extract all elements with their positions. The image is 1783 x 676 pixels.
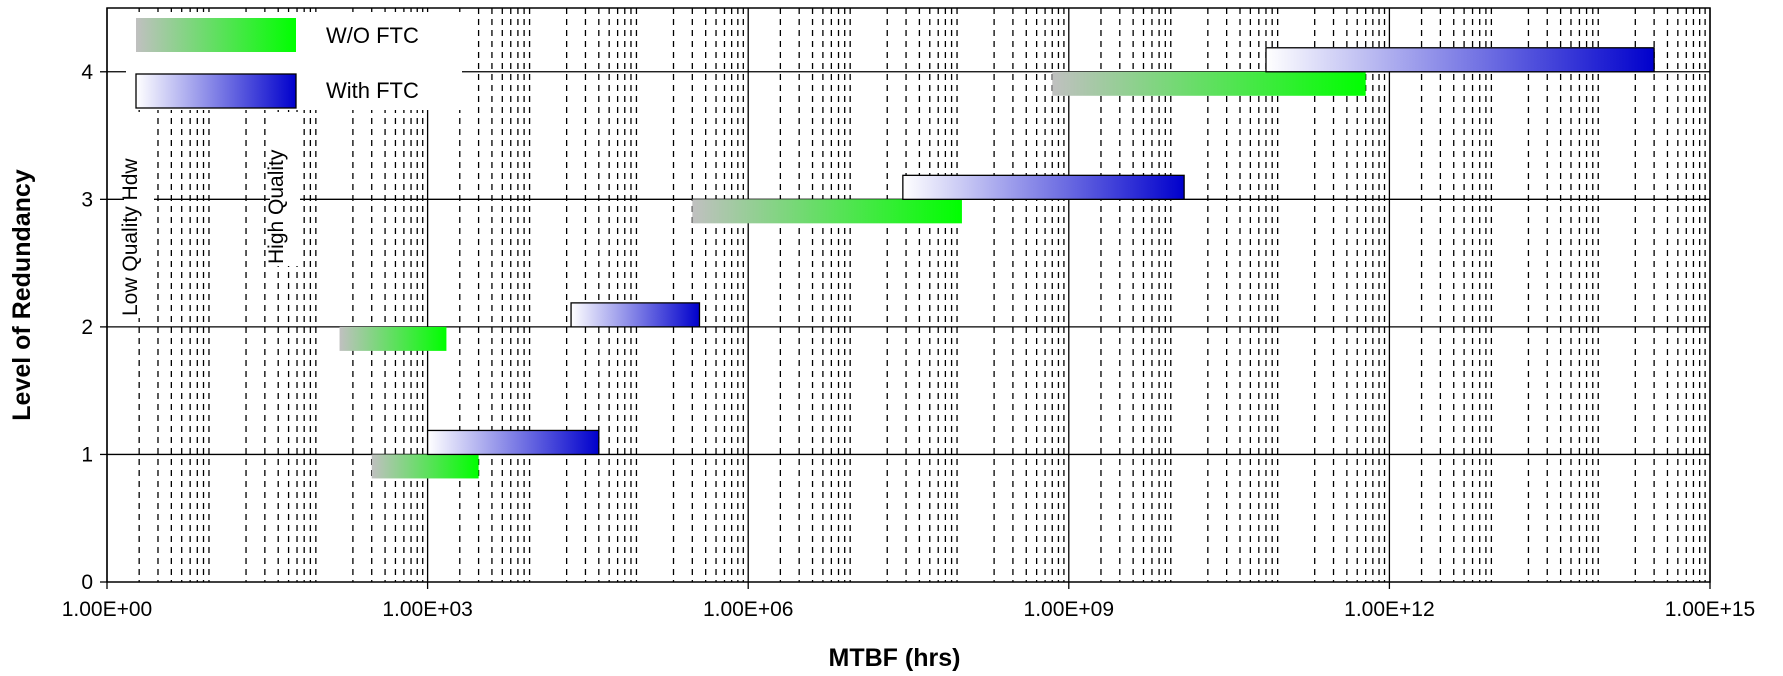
x-tick-label: 1.00E+06 — [703, 598, 794, 621]
bar-with-ftc — [1265, 47, 1655, 73]
x-axis-title: MTBF (hrs) — [829, 644, 961, 672]
bar-wo-ftc — [1052, 71, 1366, 96]
annotations: Low Quality Hdw High Quality — [119, 112, 300, 318]
legend-label-with-ftc: With FTC — [326, 78, 419, 103]
annotation-background — [270, 112, 300, 266]
annotation-background — [124, 112, 154, 318]
annotation-low-quality: Low Quality Hdw — [119, 158, 142, 316]
bar-wo-ftc — [371, 454, 479, 479]
axes: 0 1 2 3 4 1.00E+00 1.00E+03 1.00E+06 1.00E+09 1.0… — [8, 7, 1756, 672]
legend-swatch-wo-ftc — [136, 18, 296, 52]
legend-swatch-with-ftc — [135, 73, 297, 109]
y-axis-title: Level of Redundancy — [8, 169, 36, 421]
plot-frame — [106, 7, 1711, 583]
bar-with-ftc — [570, 302, 701, 328]
x-tick-label: 1.00E+03 — [382, 598, 473, 621]
bar-with-ftc — [426, 429, 600, 456]
y-tick-label: 1 — [81, 443, 93, 466]
bars — [339, 47, 1655, 479]
y-tick-label: 0 — [81, 571, 93, 594]
legend: W/O FTC With FTC — [126, 12, 462, 110]
annotation-high-quality: High Quality — [265, 149, 288, 264]
legend-label-wo-ftc: W/O FTC — [326, 23, 419, 48]
y-tick-label: 2 — [81, 316, 93, 339]
bar-wo-ftc — [692, 199, 962, 224]
x-tick-label: 1.00E+00 — [62, 598, 153, 621]
bar-wo-ftc — [339, 326, 447, 351]
x-tick-label: 1.00E+09 — [1024, 598, 1115, 621]
y-tick-label: 4 — [81, 61, 93, 84]
x-tick-label: 1.00E+12 — [1344, 598, 1435, 621]
x-tick-label: 1.00E+15 — [1665, 598, 1756, 621]
y-tick-label: 3 — [81, 188, 93, 211]
grid — [106, 8, 1711, 582]
bar-with-ftc — [902, 174, 1185, 200]
